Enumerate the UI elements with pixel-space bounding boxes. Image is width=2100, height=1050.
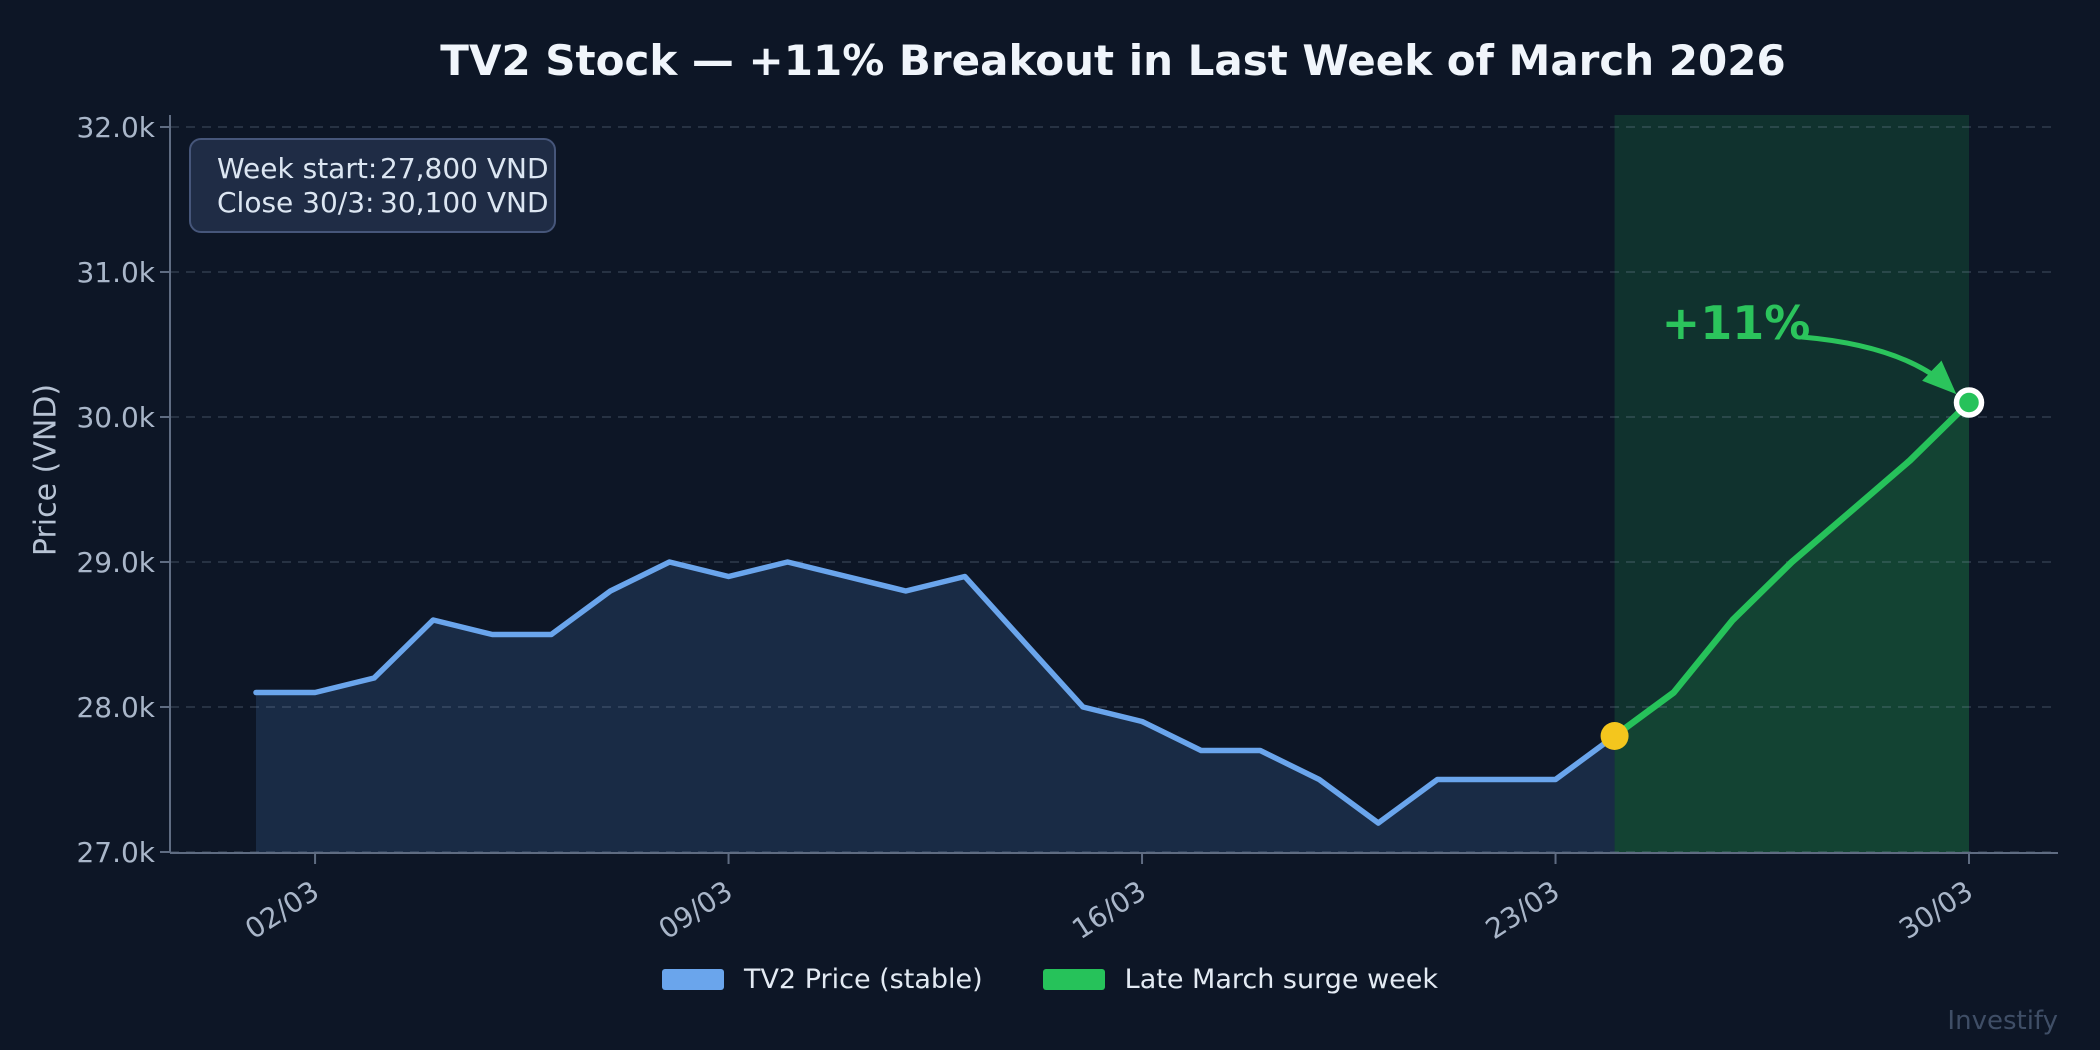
legend-label: Late March surge week [1124,964,1439,995]
callout-arrow [1801,334,1957,395]
y-tick-label: 29.0k [76,546,155,579]
legend-label: TV2 Price (stable) [743,964,983,995]
chart-title: TV2 Stock — +11% Breakout in Last Week o… [440,36,1786,85]
surge-series-line [1611,399,1973,740]
surge-area-fill [1614,402,1970,853]
week-start-marker [1600,722,1629,750]
close-label: Close 30/3: [217,186,375,219]
y-tick-label: 31.0k [76,256,155,289]
surge-band [1614,115,1970,853]
info-row-week-start: Week start: 27,800 VND [217,152,554,186]
stable-series-line [253,559,1618,826]
watermark: Investify [1947,1006,2058,1036]
legend-swatch-stable [661,969,724,990]
surge-percentage-callout: +11% [1661,296,1811,350]
y-tick-label: 28.0k [76,691,155,724]
y-tick-label: 30.0k [76,401,155,434]
close-value: 30,100 VND [380,186,549,219]
week-start-value: 27,800 VND [380,152,549,185]
info-row-close: Close 30/3: 30,100 VND [217,186,554,220]
legend-swatch-surge [1042,969,1105,990]
close-marker [1953,387,1985,418]
x-tick-label: 23/03 [1480,874,1566,946]
x-tick-label: 09/03 [653,874,739,946]
week-start-label: Week start: [217,152,378,185]
x-tick-label: 30/03 [1893,874,1979,946]
info-box: Week start: 27,800 VND Close 30/3: 30,10… [189,138,556,233]
x-tick-label: 02/03 [239,874,325,946]
legend-item-surge: Late March surge week [1042,964,1439,995]
legend-item-stable: TV2 Price (stable) [661,964,983,995]
y-tick-label: 32.0k [76,111,155,144]
y-tick-label: 27.0k [76,836,155,869]
legend: TV2 Price (stable) Late March surge week [0,964,2100,995]
x-tick-label: 16/03 [1066,874,1152,946]
y-axis-label: Price (VND) [28,383,64,557]
stable-area-fill [256,562,1615,853]
